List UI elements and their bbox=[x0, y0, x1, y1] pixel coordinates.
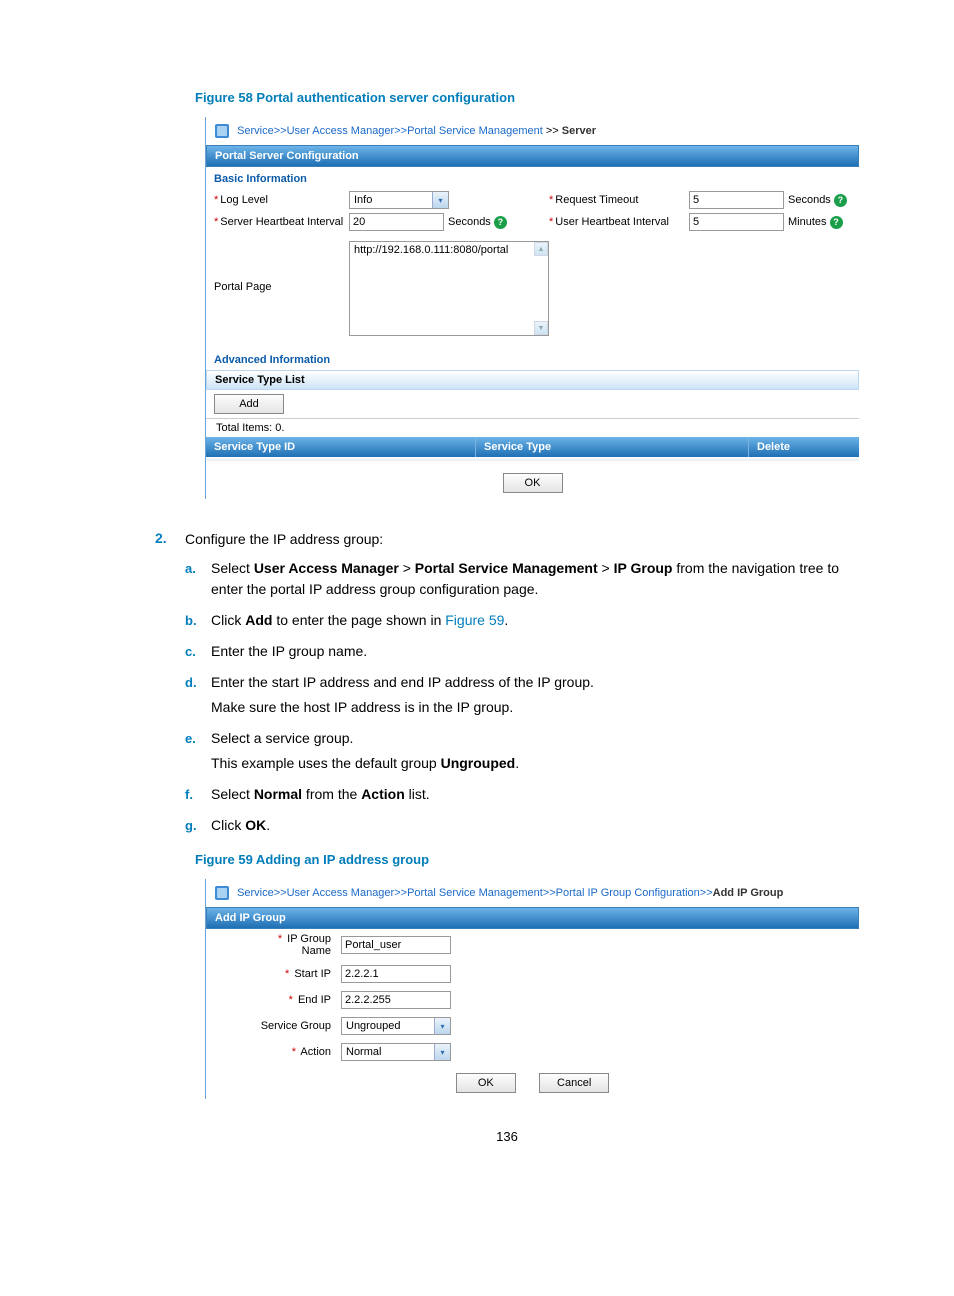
action-label: Action bbox=[300, 1046, 331, 1058]
cancel-button[interactable]: Cancel bbox=[539, 1073, 609, 1093]
bc-psm[interactable]: Portal Service Management bbox=[407, 887, 543, 899]
breadcrumb-2: Service>>User Access Manager>>Portal Ser… bbox=[206, 879, 859, 907]
substep-c: c. bbox=[185, 641, 211, 662]
help-icon[interactable]: ? bbox=[834, 194, 847, 207]
add-button[interactable]: Add bbox=[214, 394, 284, 414]
portal-page-textarea[interactable]: http://192.168.0.111:8080/portal ▲ ▼ bbox=[349, 241, 549, 336]
action-select[interactable]: Normal ▾ bbox=[341, 1043, 451, 1061]
add-ip-group-screenshot: Service>>User Access Manager>>Portal Ser… bbox=[205, 879, 859, 1099]
step-number: 2. bbox=[155, 529, 185, 846]
log-level-select[interactable]: Info ▾ bbox=[349, 191, 449, 209]
figure-58-title: Figure 58 Portal authentication server c… bbox=[195, 90, 859, 105]
seconds-label: Seconds bbox=[788, 194, 831, 206]
advanced-info-title: Advanced Information bbox=[206, 348, 859, 370]
user-hb-label: User Heartbeat Interval bbox=[555, 216, 669, 228]
breadcrumb-icon bbox=[214, 123, 230, 139]
log-level-label: Log Level bbox=[220, 194, 268, 206]
request-timeout-label: Request Timeout bbox=[555, 194, 638, 206]
minutes-label: Minutes bbox=[788, 216, 827, 228]
request-timeout-input[interactable] bbox=[689, 191, 784, 209]
substep-f: f. bbox=[185, 784, 211, 805]
page-number: 136 bbox=[155, 1129, 859, 1144]
col-service-type-id: Service Type ID bbox=[206, 437, 476, 457]
bc-current: Add IP Group bbox=[713, 887, 784, 899]
scroll-up-icon[interactable]: ▲ bbox=[534, 242, 548, 256]
step-text: Configure the IP address group: bbox=[185, 531, 383, 547]
total-items: Total Items: 0. bbox=[206, 419, 859, 437]
col-delete: Delete bbox=[749, 437, 859, 457]
start-ip-input[interactable] bbox=[341, 965, 451, 983]
start-ip-label: Start IP bbox=[294, 968, 331, 980]
chevron-down-icon: ▾ bbox=[434, 1018, 450, 1034]
figure-59-title: Figure 59 Adding an IP address group bbox=[195, 852, 859, 867]
help-icon[interactable]: ? bbox=[494, 216, 507, 229]
bc-uam[interactable]: User Access Manager bbox=[287, 887, 395, 899]
service-group-select[interactable]: Ungrouped ▾ bbox=[341, 1017, 451, 1035]
portal-server-config-header: Portal Server Configuration bbox=[206, 145, 859, 167]
bc-service[interactable]: Service bbox=[237, 125, 274, 137]
breadcrumb: Service>>User Access Manager>>Portal Ser… bbox=[206, 117, 859, 145]
portal-page-label: Portal Page bbox=[214, 241, 349, 293]
substep-b: b. bbox=[185, 610, 211, 631]
ip-group-name-label: IP Group Name bbox=[287, 933, 331, 957]
service-type-list-header: Service Type List bbox=[206, 370, 859, 390]
add-ip-group-header: Add IP Group bbox=[206, 907, 859, 929]
seconds-label-2: Seconds bbox=[448, 216, 491, 228]
substep-d: d. bbox=[185, 672, 211, 693]
end-ip-label: End IP bbox=[298, 994, 331, 1006]
portal-server-config-screenshot: Service>>User Access Manager>>Portal Ser… bbox=[205, 117, 859, 499]
service-group-label: Service Group bbox=[261, 1020, 331, 1032]
ok-button[interactable]: OK bbox=[503, 473, 563, 493]
chevron-down-icon: ▾ bbox=[434, 1044, 450, 1060]
service-type-columns: Service Type ID Service Type Delete bbox=[206, 437, 859, 457]
ok-button[interactable]: OK bbox=[456, 1073, 516, 1093]
bc-current: Server bbox=[562, 125, 596, 137]
end-ip-input[interactable] bbox=[341, 991, 451, 1009]
chevron-down-icon: ▾ bbox=[432, 192, 448, 208]
substep-g: g. bbox=[185, 815, 211, 836]
bc-psm[interactable]: Portal Service Management bbox=[407, 125, 543, 137]
bc-uam[interactable]: User Access Manager bbox=[287, 125, 395, 137]
server-hb-label: Server Heartbeat Interval bbox=[220, 216, 343, 228]
substep-e: e. bbox=[185, 728, 211, 749]
user-hb-input[interactable] bbox=[689, 213, 784, 231]
col-service-type: Service Type bbox=[476, 437, 749, 457]
scroll-down-icon[interactable]: ▼ bbox=[534, 321, 548, 335]
breadcrumb-icon bbox=[214, 885, 230, 901]
figure-59-link[interactable]: Figure 59 bbox=[445, 612, 504, 628]
server-hb-input[interactable] bbox=[349, 213, 444, 231]
bc-pigc[interactable]: Portal IP Group Configuration bbox=[556, 887, 700, 899]
help-icon[interactable]: ? bbox=[830, 216, 843, 229]
basic-info-title: Basic Information bbox=[206, 167, 859, 189]
substep-a: a. bbox=[185, 558, 211, 579]
ip-group-name-input[interactable] bbox=[341, 936, 451, 954]
bc-service[interactable]: Service bbox=[237, 887, 274, 899]
